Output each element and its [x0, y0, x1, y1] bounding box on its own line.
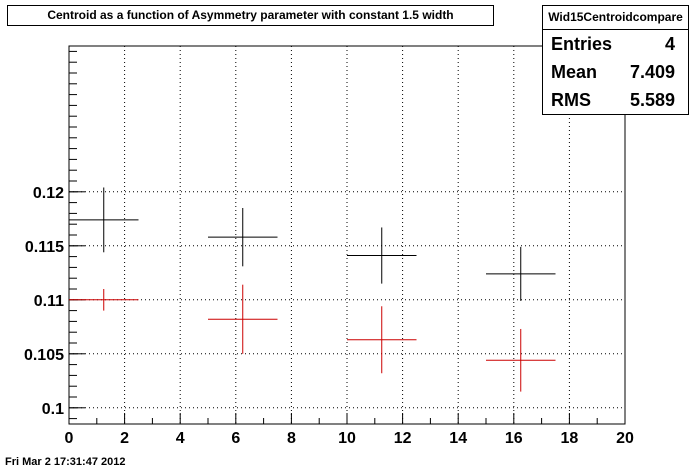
stats-row-rms: RMS 5.589	[543, 86, 688, 114]
x-tick-label: 0	[65, 430, 74, 447]
timestamp-footer: Fri Mar 2 17:31:47 2012	[5, 456, 126, 468]
stats-box: Wid15Centroidcompare Entries 4 Mean 7.40…	[542, 5, 689, 115]
x-tick-label: 20	[616, 430, 634, 447]
x-tick-label: 14	[449, 430, 467, 447]
stats-title: Wid15Centroidcompare	[543, 6, 688, 30]
stats-value: 4	[664, 34, 675, 54]
y-tick-label: 0.1	[42, 401, 64, 418]
y-tick-label: 0.115	[25, 239, 64, 256]
series-group	[69, 284, 556, 392]
stats-label: Mean	[551, 62, 598, 82]
stats-row-mean: Mean 7.409	[543, 58, 688, 86]
x-tick-label: 18	[561, 430, 579, 447]
grid-lines	[69, 46, 625, 424]
stats-label: RMS	[551, 90, 591, 110]
x-tick-label: 8	[287, 430, 296, 447]
y-tick-label: 0.12	[33, 185, 64, 202]
x-tick-label: 6	[231, 430, 240, 447]
x-tick-label: 4	[176, 430, 185, 447]
stats-value: 7.409	[629, 62, 675, 82]
y-tick-label: 0.105	[24, 347, 64, 364]
stats-row-entries: Entries 4	[543, 30, 688, 58]
x-tick-label: 16	[505, 430, 523, 447]
stats-value: 5.589	[629, 90, 675, 110]
y-tick-label: 0.11	[34, 293, 64, 310]
x-tick-label: 12	[394, 430, 412, 447]
axes: 0 2 4 6 8 10 12 14 16 18 20 0.1 0.105 0.11 0.115 0.12	[24, 50, 634, 447]
data-series	[69, 187, 556, 392]
series-group	[69, 187, 556, 301]
chart-title: Centroid as a function of Asymmetry para…	[7, 5, 494, 26]
x-tick-label: 2	[120, 430, 129, 447]
stats-label: Entries	[551, 34, 613, 54]
x-tick-label: 10	[338, 430, 356, 447]
